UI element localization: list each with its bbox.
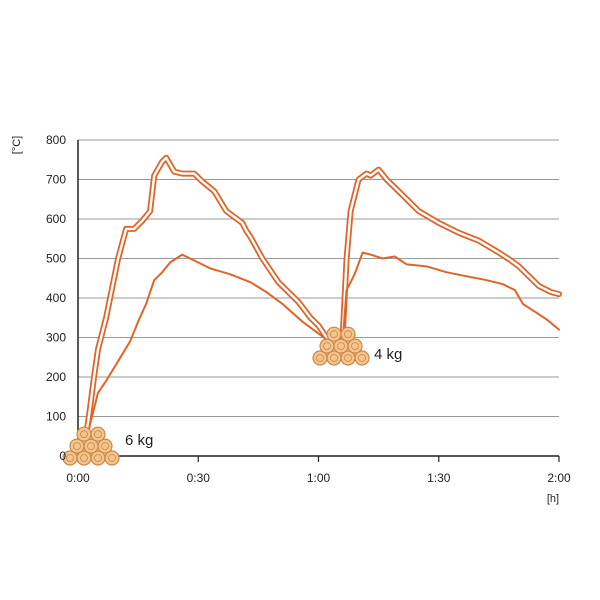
log-ring: [73, 442, 81, 451]
y-tick-label: 0: [59, 449, 66, 463]
y-tick-label: 300: [46, 331, 66, 345]
log-ring: [358, 354, 366, 362]
log-ring: [330, 354, 338, 362]
log-ring: [94, 454, 102, 462]
x-axis-unit-label: [h]: [547, 493, 559, 505]
series-lines: [83, 154, 562, 446]
y-axis-unit-label: [°C]: [11, 136, 23, 154]
log-ring: [323, 342, 331, 351]
axes: [72, 140, 560, 462]
log-ring: [101, 442, 109, 451]
y-tick-label: 600: [46, 212, 66, 226]
log-end: [76, 426, 92, 442]
x-tick-label: 2:00: [547, 471, 571, 485]
log-end: [97, 438, 113, 454]
log-ring: [344, 354, 352, 362]
log-end: [326, 326, 342, 342]
wood-piles: [62, 326, 370, 466]
log-end: [347, 338, 363, 354]
log-end: [90, 426, 106, 442]
log-ring: [108, 454, 116, 462]
series-line-double-outer: [339, 166, 562, 341]
log-end: [104, 450, 120, 466]
series-line-double-outer: [83, 154, 330, 440]
x-tick-label: 0:30: [187, 471, 211, 485]
grid-lines: [78, 139, 559, 417]
firewood-icon: [312, 326, 370, 366]
y-tick-label: 500: [46, 252, 66, 266]
log-ring: [80, 454, 88, 462]
y-tick-label: 700: [46, 173, 66, 187]
log-ring: [66, 454, 74, 462]
log-ring: [351, 342, 359, 351]
log-ring: [330, 330, 338, 339]
series-line-double-inner: [341, 168, 561, 339]
x-tick-label: 0:00: [66, 471, 90, 485]
y-tick-label: 800: [46, 133, 66, 147]
log-end: [354, 350, 370, 366]
series-line-single: [341, 251, 560, 343]
log-ring: [87, 442, 95, 451]
load-annotation: 4 kg: [374, 346, 402, 363]
y-tick-label: 400: [46, 291, 66, 305]
log-ring: [80, 430, 88, 439]
x-tick-label: 1:30: [427, 471, 451, 485]
log-ring: [316, 354, 324, 362]
log-end: [340, 326, 356, 342]
log-ring: [344, 330, 352, 339]
x-tick-label: 1:00: [307, 471, 331, 485]
load-annotation: 6 kg: [125, 432, 153, 449]
labels: 0 100 200 300 400 500 600 700 800 0:00 0:30 1:00 1:3…: [46, 133, 571, 485]
firewood-icon: [62, 426, 120, 466]
y-tick-label: 100: [46, 410, 66, 424]
series-line-single: [85, 253, 328, 446]
log-ring: [337, 342, 345, 351]
y-tick-label: 200: [46, 370, 66, 384]
series-line-double-inner: [84, 156, 328, 438]
log-ring: [94, 430, 102, 439]
